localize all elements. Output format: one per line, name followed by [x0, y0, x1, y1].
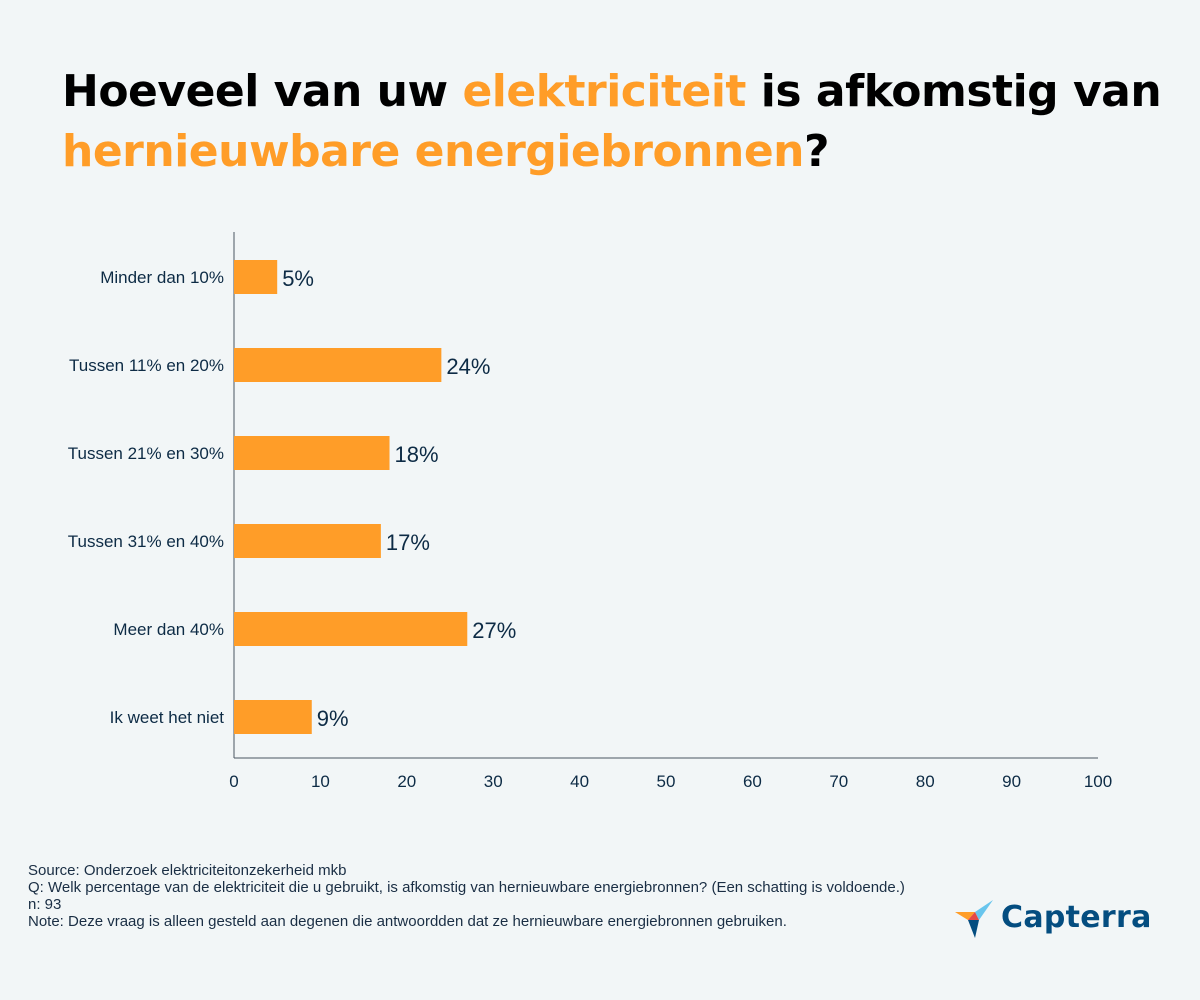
title-text-3: ?: [804, 126, 830, 177]
sample-size: n: 93: [28, 896, 62, 913]
x-tick-label: 40: [570, 772, 589, 791]
capterra-arrow-icon: [955, 900, 993, 938]
category-label: Tussen 11% en 20%: [69, 356, 224, 375]
bar: [234, 700, 312, 734]
value-label: 17%: [386, 530, 430, 555]
x-tick-label: 30: [484, 772, 503, 791]
x-tick-label: 100: [1084, 772, 1112, 791]
x-tick-label: 0: [229, 772, 238, 791]
bar-chart: 0 10 20 30 40 50 60 70 80 90 100 Minder dan 10% 5% Tu…: [68, 232, 1112, 791]
value-label: 9%: [317, 706, 349, 731]
bar: [234, 524, 381, 558]
bar: [234, 612, 468, 646]
title-text-2: is afkomstig van: [745, 66, 1162, 117]
category-label: Minder dan 10%: [100, 268, 224, 287]
logo-text: Capterra: [1001, 900, 1152, 935]
value-label: 5%: [282, 266, 314, 291]
title-highlight-2: hernieuwbare energiebronnen: [62, 126, 805, 177]
value-label: 18%: [395, 442, 439, 467]
x-tick-label: 90: [1002, 772, 1021, 791]
category-label: Tussen 31% en 40%: [68, 532, 224, 551]
title-text-1: Hoeveel van uw: [62, 66, 463, 117]
category-label: Tussen 21% en 30%: [68, 444, 224, 463]
bar: [234, 348, 442, 382]
chart-title: Hoeveel van uw elektriciteit is afkomsti…: [62, 62, 1162, 182]
source-note: Source: Onderzoek elektriciteitonzekerhe…: [28, 862, 347, 879]
question-note: Q: Welk percentage van de elektriciteit …: [28, 879, 905, 896]
bar: [234, 260, 278, 294]
bar: [234, 436, 390, 470]
footer-notes: Source: Onderzoek elektriciteitonzekerhe…: [28, 862, 908, 930]
category-label: Meer dan 40%: [113, 620, 224, 639]
x-tick-label: 70: [829, 772, 848, 791]
title-highlight-1: elektriciteit: [462, 66, 746, 117]
value-label: 27%: [472, 618, 516, 643]
value-label: 24%: [446, 354, 490, 379]
x-tick-label: 10: [311, 772, 330, 791]
x-tick-label: 60: [743, 772, 762, 791]
footnote: Note: Deze vraag is alleen gesteld aan d…: [28, 913, 787, 930]
x-tick-label: 50: [657, 772, 676, 791]
x-tick-label: 80: [916, 772, 935, 791]
x-tick-label: 20: [397, 772, 416, 791]
category-label: Ik weet het niet: [110, 708, 225, 727]
capterra-logo: Capterra: [955, 898, 1151, 942]
